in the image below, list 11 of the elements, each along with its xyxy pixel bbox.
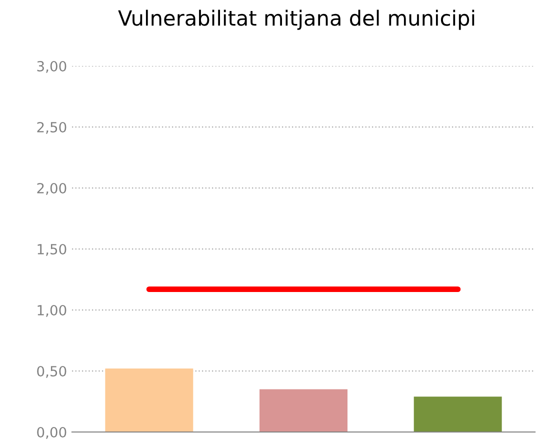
y-tick-label: 1,50 [38,244,66,256]
y-tick-label: 2,50 [37,122,66,134]
y-tick-label: 1,00 [38,304,66,317]
chart-title: Vulnerabilitat mitjana del municipi [118,10,474,30]
y-tick-label: 3,00 [37,60,66,73]
y-tick-label: 0,00 [37,426,66,439]
y-tick-label: 0,50 [37,366,66,378]
y-tick-label: 2,00 [37,182,66,195]
bar [260,389,348,432]
bar [414,396,502,432]
bar [105,368,194,432]
